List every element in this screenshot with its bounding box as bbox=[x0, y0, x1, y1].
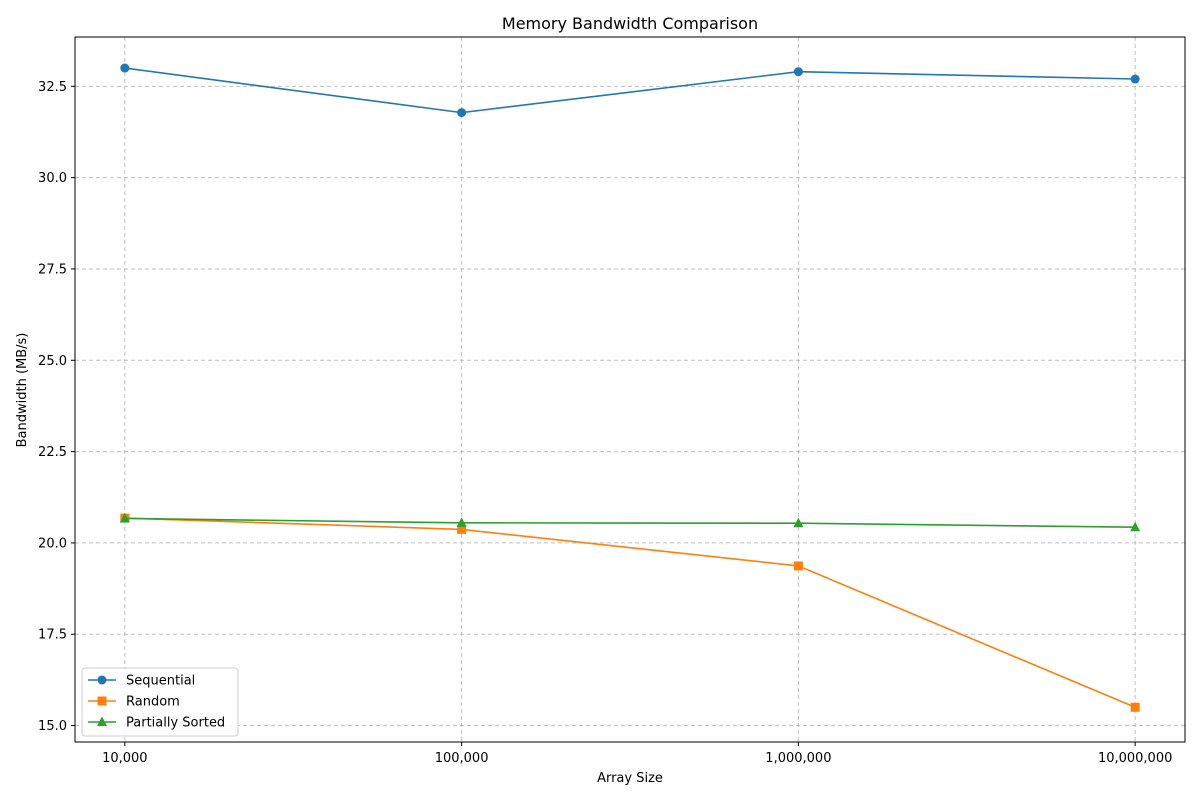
y-tick-label: 25.0 bbox=[38, 354, 67, 369]
legend-marker bbox=[97, 716, 107, 726]
y-tick-label: 32.5 bbox=[38, 80, 67, 95]
series-line-partially-sorted bbox=[124, 517, 1136, 529]
legend: Sequential Random Partially Sorted bbox=[81, 667, 239, 737]
data-point-partially-sorted bbox=[119, 512, 130, 523]
data-point-sequential bbox=[793, 67, 803, 77]
data-point-random bbox=[1130, 702, 1140, 712]
y-tick-label: 22.5 bbox=[38, 445, 67, 460]
y-tick-label: 20.0 bbox=[38, 536, 67, 551]
data-point-sequential bbox=[120, 63, 130, 73]
y-tick-label: 15.0 bbox=[38, 719, 67, 734]
legend-marker bbox=[97, 696, 107, 706]
series-line-sequential bbox=[124, 67, 1136, 114]
data-point-partially-sorted bbox=[793, 517, 804, 528]
y-tick-label: 27.5 bbox=[38, 262, 67, 277]
data-point-partially-sorted bbox=[456, 517, 467, 527]
legend-label: Partially Sorted bbox=[126, 716, 225, 731]
x-tick-label: 100,000 bbox=[435, 751, 489, 766]
data-point-random bbox=[457, 524, 467, 534]
series-partially-sorted bbox=[119, 512, 1141, 532]
x-axis-ticks: 10,000 100,000 1,000,000 10,000,000 bbox=[102, 742, 1172, 766]
chart-title: Memory Bandwidth Comparison bbox=[502, 14, 758, 33]
legend-marker bbox=[97, 675, 107, 685]
data-point-sequential bbox=[457, 108, 467, 118]
grid bbox=[75, 37, 1185, 742]
legend-box bbox=[81, 667, 239, 737]
data-point-random bbox=[793, 561, 803, 571]
x-axis-title: Array Size bbox=[597, 771, 663, 786]
x-tick-label: 10,000 bbox=[102, 751, 148, 766]
plot-frame bbox=[74, 36, 1186, 743]
x-tick-label: 1,000,000 bbox=[765, 751, 831, 766]
x-tick-label: 10,000,000 bbox=[1098, 751, 1172, 766]
legend-item-partially-sorted: Partially Sorted bbox=[88, 716, 225, 731]
series-line-random bbox=[124, 517, 1136, 709]
data-point-partially-sorted bbox=[1130, 521, 1141, 532]
legend-item-random: Random bbox=[88, 695, 180, 710]
y-axis-title: Bandwidth (MB/s) bbox=[15, 333, 30, 448]
legend-label: Random bbox=[126, 695, 180, 710]
y-tick-label: 30.0 bbox=[38, 171, 67, 186]
series-layer bbox=[119, 63, 1141, 712]
y-tick-label: 17.5 bbox=[38, 628, 67, 643]
legend-item-sequential: Sequential bbox=[88, 674, 195, 689]
y-axis-ticks: 15.0 17.5 20.0 22.5 25.0 27.5 30.0 32.5 bbox=[38, 80, 75, 734]
data-point-sequential bbox=[1130, 74, 1140, 84]
series-sequential bbox=[120, 63, 1140, 118]
legend-label: Sequential bbox=[126, 674, 195, 689]
